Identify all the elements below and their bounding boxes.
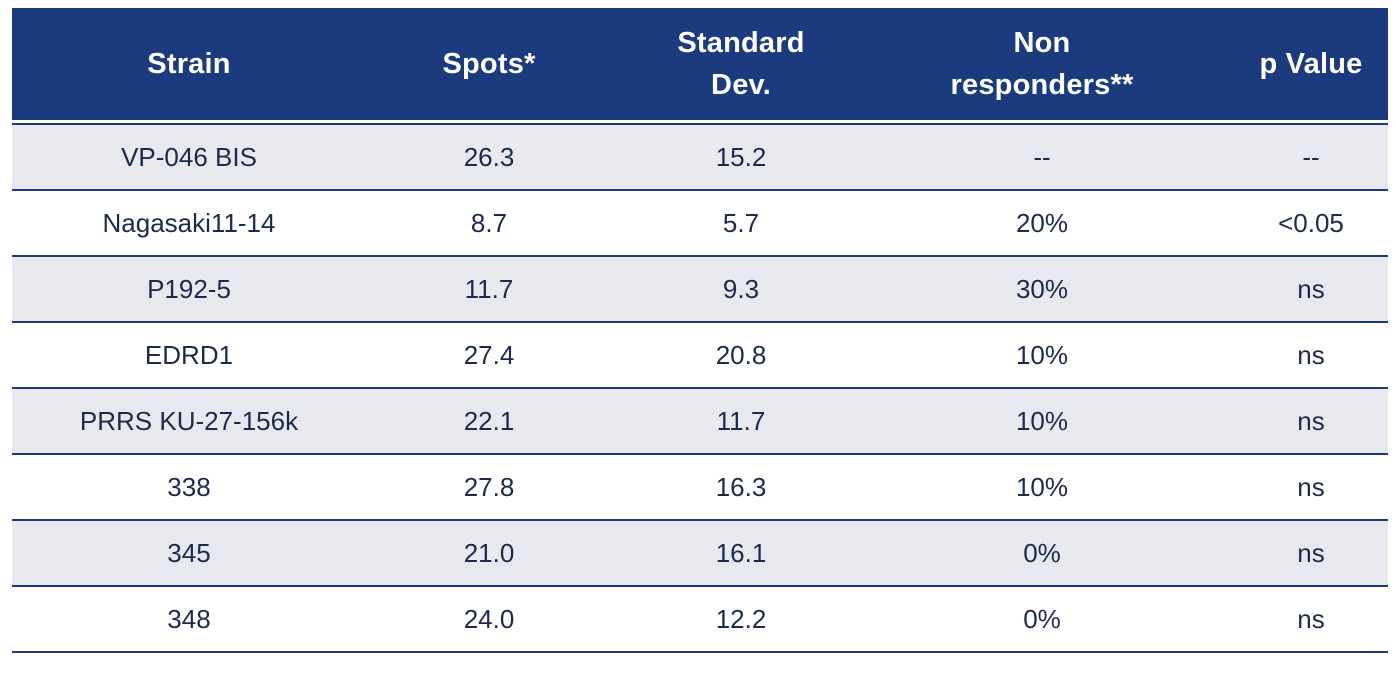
cell-spots: 24.0 bbox=[463, 603, 515, 634]
cell-spots: 27.4 bbox=[463, 339, 515, 370]
cell-standard-dev: 5.7 bbox=[722, 207, 760, 238]
cell-strain: 348 bbox=[167, 603, 211, 634]
header-divider bbox=[12, 120, 1388, 124]
cell-non-responders: 10% bbox=[1015, 471, 1069, 502]
table-row: 345 21.0 16.1 0% ns bbox=[12, 520, 1388, 586]
cell-strain: EDRD1 bbox=[144, 339, 234, 370]
results-table: Strain Spots* Standard Dev. Non responders… bbox=[12, 8, 1388, 653]
results-table-container: Strain Spots* Standard Dev. Non responders… bbox=[12, 8, 1388, 653]
cell-spots: 22.1 bbox=[463, 405, 515, 436]
cell-non-responders: 20% bbox=[1015, 207, 1069, 238]
cell-non-responders: 0% bbox=[1023, 537, 1061, 568]
cell-standard-dev: 9.3 bbox=[722, 273, 760, 304]
header-strain-label: Strain bbox=[147, 48, 231, 80]
header-row: Strain Spots* Standard Dev. Non responders… bbox=[12, 8, 1388, 120]
cell-strain: P192-5 bbox=[147, 273, 231, 304]
table-row: Nagasaki11-14 8.7 5.7 20% <0.05 bbox=[12, 190, 1388, 256]
header-standard-dev: Standard Dev. bbox=[612, 8, 870, 120]
cell-p-value: ns bbox=[1297, 273, 1325, 304]
cell-non-responders: 30% bbox=[1015, 273, 1069, 304]
cell-spots: 8.7 bbox=[470, 207, 508, 238]
header-strain: Strain bbox=[12, 8, 366, 120]
header-p-value-label: p Value bbox=[1259, 48, 1363, 80]
cell-non-responders: 0% bbox=[1023, 603, 1061, 634]
header-standard-dev-line2: Dev. bbox=[711, 69, 771, 101]
header-p-value: p Value bbox=[1214, 8, 1388, 120]
cell-standard-dev: 11.7 bbox=[716, 405, 766, 436]
table-header: Strain Spots* Standard Dev. Non responders… bbox=[12, 8, 1388, 120]
cell-p-value: -- bbox=[1302, 141, 1320, 172]
header-spots-label: Spots* bbox=[442, 48, 536, 80]
cell-strain: PRRS KU-27-156k bbox=[79, 405, 299, 436]
cell-strain: 338 bbox=[167, 471, 211, 502]
cell-p-value: ns bbox=[1297, 471, 1325, 502]
header-non-responders: Non responders** bbox=[870, 8, 1214, 120]
header-standard-dev-line1: Standard bbox=[677, 27, 805, 59]
table-row: EDRD1 27.4 20.8 10% ns bbox=[12, 322, 1388, 388]
cell-strain: Nagasaki11-14 bbox=[102, 207, 276, 238]
table-row: PRRS KU-27-156k 22.1 11.7 10% ns bbox=[12, 388, 1388, 454]
cell-p-value: ns bbox=[1297, 405, 1325, 436]
cell-p-value: ns bbox=[1297, 537, 1325, 568]
table-body: VP-046 BIS 26.3 15.2 -- -- Nagasaki11-14 8.7 5.… bbox=[12, 120, 1388, 652]
cell-p-value: ns bbox=[1297, 339, 1325, 370]
cell-spots: 26.3 bbox=[463, 141, 515, 172]
cell-spots: 11.7 bbox=[464, 273, 514, 304]
cell-standard-dev: 20.8 bbox=[715, 339, 767, 370]
cell-spots: 21.0 bbox=[463, 537, 515, 568]
cell-standard-dev: 16.1 bbox=[715, 537, 767, 568]
cell-p-value: <0.05 bbox=[1278, 207, 1344, 238]
header-non-responders-line2: responders** bbox=[950, 69, 1134, 101]
table-row: 348 24.0 12.2 0% ns bbox=[12, 586, 1388, 652]
header-spots: Spots* bbox=[366, 8, 612, 120]
cell-standard-dev: 16.3 bbox=[715, 471, 767, 502]
table-row: P192-5 11.7 9.3 30% ns bbox=[12, 256, 1388, 322]
cell-non-responders: 10% bbox=[1015, 339, 1069, 370]
cell-strain: VP-046 BIS bbox=[121, 141, 257, 172]
cell-standard-dev: 15.2 bbox=[715, 141, 767, 172]
table-row: 338 27.8 16.3 10% ns bbox=[12, 454, 1388, 520]
table-row: VP-046 BIS 26.3 15.2 -- -- bbox=[12, 124, 1388, 190]
cell-standard-dev: 12.2 bbox=[715, 603, 767, 634]
cell-non-responders: -- bbox=[1033, 141, 1051, 172]
header-non-responders-line1: Non bbox=[1013, 27, 1071, 59]
cell-strain: 345 bbox=[167, 537, 211, 568]
cell-spots: 27.8 bbox=[463, 471, 515, 502]
cell-p-value: ns bbox=[1297, 603, 1325, 634]
cell-non-responders: 10% bbox=[1015, 405, 1069, 436]
